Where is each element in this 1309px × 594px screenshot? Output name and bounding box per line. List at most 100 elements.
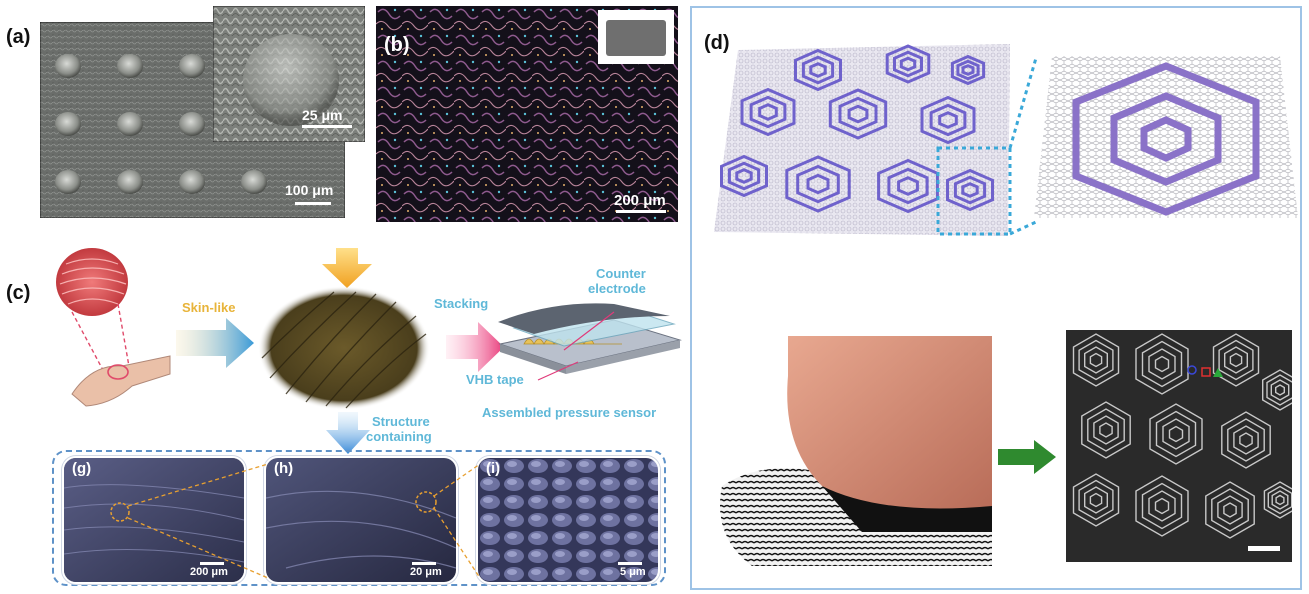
structure-label-1: Structure <box>372 414 430 429</box>
pressure-hexagon <box>1072 333 1120 387</box>
pressure-hexagon <box>1261 369 1292 411</box>
spiral-hexagon <box>785 155 851 213</box>
pressure-hexagon <box>1266 374 1292 406</box>
spiral-hexagon <box>920 95 976 145</box>
pressure-hexagon <box>1072 473 1120 527</box>
green-arrow <box>998 440 1056 474</box>
spiral-hexagon <box>801 55 835 85</box>
pressure-hexagon <box>1275 494 1285 506</box>
pressure-hexagon <box>1078 339 1114 381</box>
spiral-hexagon <box>938 111 958 129</box>
pressure-hexagon <box>1270 379 1290 401</box>
pressure-hexagon <box>1141 482 1183 530</box>
pressure-hexagon <box>1089 492 1103 508</box>
zoomed-hexagon-lattice <box>1034 56 1298 218</box>
micropillar-dome <box>241 170 267 194</box>
panel-i-scale-text: 5 μm <box>620 566 646 578</box>
hand-skin-illustration <box>56 248 171 407</box>
sem-series-frame <box>52 450 666 586</box>
panel-i-label: (i) <box>486 460 501 477</box>
pressure-hexagon <box>1148 490 1176 522</box>
pressure-hexagon <box>1227 418 1265 462</box>
skin-like-film-ellipse <box>258 286 430 410</box>
hexagon-pressure-map-image <box>1066 330 1292 562</box>
spiral-hexagon <box>961 182 979 198</box>
pressure-hexagon <box>1081 401 1131 459</box>
pressure-hexagon <box>1267 485 1292 515</box>
spiral-hexagon <box>720 154 768 198</box>
pressure-hexagon <box>1274 384 1286 396</box>
panel-b-scale-text: 200 μm <box>614 192 666 209</box>
pressure-hexagon <box>1221 411 1271 469</box>
panel-c-label: (c) <box>6 282 31 304</box>
sensor-pointer-lines <box>537 311 615 381</box>
panel-b-scalebar <box>616 210 666 213</box>
pressure-hexagon <box>1149 403 1203 465</box>
panel-h-scalebar <box>412 562 436 565</box>
pressure-hexagon <box>1162 418 1190 450</box>
spiral-hexagon <box>893 50 923 78</box>
sem-h-image <box>266 458 456 582</box>
counter-electrode-label-1: Counter <box>596 266 646 281</box>
spiral-hexagon <box>929 103 967 137</box>
pressure-hexagon <box>1205 481 1255 539</box>
micropillar-dome <box>179 54 205 78</box>
vhb-tape-label: VHB tape <box>466 372 524 387</box>
pressure-hexagon <box>1099 422 1113 438</box>
spiral-hexagon <box>961 64 975 76</box>
skin-like-label: Skin-like <box>182 300 236 315</box>
panel-d-label: (d) <box>704 32 730 54</box>
pressure-hexagon <box>1154 497 1170 515</box>
panel-a-inset-scale-text: 25 μm <box>302 107 343 123</box>
pressure-hexagon <box>1135 333 1189 395</box>
pressure-hexagon <box>1084 486 1108 514</box>
spiral-hexagon <box>953 175 987 205</box>
panel-g-scale-text: 200 μm <box>190 566 228 578</box>
pressure-hexagon <box>1084 346 1108 374</box>
pressure-hexagon <box>1233 425 1259 455</box>
arrow-down-top <box>322 248 372 288</box>
pressure-hexagon <box>1135 475 1189 537</box>
panel-a-scale-text: 100 μm <box>285 182 334 198</box>
sem-inset-image <box>213 6 365 142</box>
micropillar-dome <box>179 170 205 194</box>
pressure-hexagon <box>1168 425 1184 443</box>
spiral-hexagon <box>950 54 986 86</box>
arrow-skin-like <box>176 318 254 368</box>
pressure-hexagon <box>1217 495 1243 525</box>
panel-a: (a) 25 μm 100 μm <box>6 6 365 218</box>
pressure-hexagon <box>1223 346 1249 374</box>
pressure-hexagon <box>1218 339 1254 381</box>
sample-photo-inset <box>598 10 674 64</box>
panel-h <box>264 456 458 584</box>
pressure-hexagon <box>1155 410 1197 458</box>
micropillar-dome <box>55 170 81 194</box>
pressure-hexagon <box>1263 481 1292 519</box>
counter-electrode-label-2: electrode <box>588 281 646 296</box>
hex-zoom-connector <box>936 57 1038 236</box>
assembled-sensor-label: Assembled pressure sensor <box>482 405 657 420</box>
sem-g-image <box>64 458 244 582</box>
spiral-hexagon <box>847 104 869 124</box>
stacking-label: Stacking <box>434 296 489 311</box>
panel-i <box>476 456 660 584</box>
pressure-hexagon <box>1239 432 1253 448</box>
spiral-hexagon <box>897 176 919 196</box>
pressure-hexagon <box>1154 355 1170 373</box>
spiral-hexagon <box>740 87 796 137</box>
spiral-hexagon <box>809 62 827 78</box>
spiral-hexagon <box>806 173 830 195</box>
pressure-hexagon <box>1223 502 1237 518</box>
panel-g-label: (g) <box>72 460 92 477</box>
arrow-structure-containing <box>326 412 370 454</box>
hexagonal-spiral-surface <box>714 44 1010 236</box>
pressure-hexagon <box>1141 340 1183 388</box>
spiral-hexagon <box>838 96 878 132</box>
spiral-hexagon <box>828 88 888 140</box>
spiral-hexagon <box>887 167 929 205</box>
panel-a-inset-scalebar <box>302 125 352 128</box>
spiral-hexagon <box>956 59 980 81</box>
pressure-hexagon <box>1211 488 1249 532</box>
micropillar-dome <box>179 112 205 136</box>
panel-i-scalebar <box>618 562 642 565</box>
